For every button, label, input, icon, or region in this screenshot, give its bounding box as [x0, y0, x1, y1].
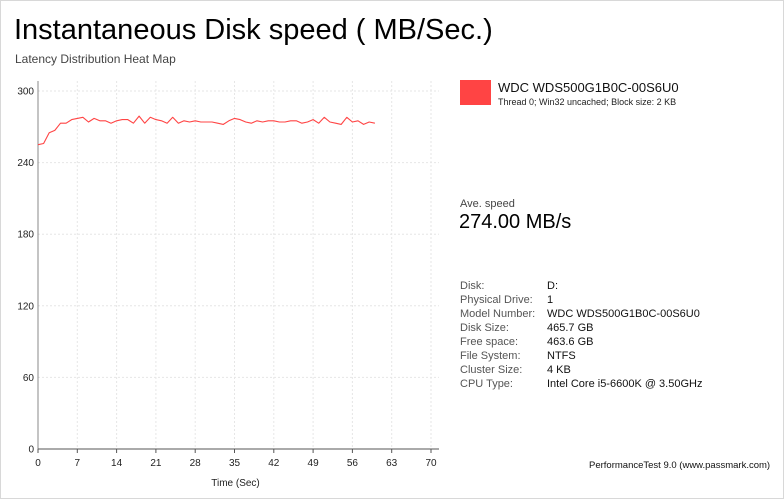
legend-series-name: WDC WDS500G1B0C-00S6U0 [498, 80, 679, 95]
info-label: CPU Type: [460, 378, 513, 390]
info-label: Physical Drive: [460, 294, 533, 306]
y-tick-label: 120 [17, 301, 34, 312]
x-tick-label: 7 [75, 458, 81, 469]
x-tick-label: 42 [268, 458, 280, 469]
y-tick-label: 0 [28, 445, 34, 456]
x-tick-label: 28 [190, 458, 202, 469]
page-title: Instantaneous Disk speed ( MB/Sec.) [14, 14, 493, 46]
disk-info-table: Disk: D: Physical Drive: 1 Model Number: WD… [460, 279, 702, 391]
info-row-disk: Disk: D: [460, 279, 702, 293]
average-speed-value: 274.00 MB/s [459, 211, 572, 233]
info-value: 465.7 GB [547, 322, 594, 334]
info-row-free-space: Free space: 463.6 GB [460, 335, 702, 349]
info-row-model-number: Model Number: WDC WDS500G1B0C-00S6U0 [460, 307, 702, 321]
series-line [37, 115, 376, 146]
info-value: 4 KB [547, 364, 571, 376]
series-group [37, 115, 376, 146]
x-axis-label: Time (Sec) [211, 478, 260, 489]
info-row-file-system: File System: NTFS [460, 349, 702, 363]
x-tick-label: 0 [35, 458, 41, 469]
info-value: NTFS [547, 350, 576, 362]
x-tick-label: 21 [150, 458, 162, 469]
grid-lines [37, 81, 439, 450]
footer-credit: PerformanceTest 9.0 (www.passmark.com) [589, 460, 771, 471]
x-tick-label: 63 [386, 458, 398, 469]
info-value: WDC WDS500G1B0C-00S6U0 [547, 308, 700, 320]
info-label: Model Number: [460, 308, 536, 320]
info-label: Disk Size: [460, 322, 509, 334]
x-tick-label: 14 [111, 458, 123, 469]
info-label: Disk: [460, 280, 485, 292]
info-row-cluster-size: Cluster Size: 4 KB [460, 363, 702, 377]
info-value: 463.6 GB [547, 336, 594, 348]
axes [37, 81, 439, 453]
y-tick-label: 60 [23, 373, 35, 384]
y-tick-label: 180 [17, 230, 34, 241]
y-tick-labels: 0 60 120 180 240 300 [17, 87, 34, 456]
page-subtitle: Latency Distribution Heat Map [15, 52, 176, 66]
average-speed-label: Ave. speed [460, 198, 515, 210]
info-value: Intel Core i5-6600K @ 3.50GHz [547, 378, 703, 390]
x-tick-label: 49 [308, 458, 320, 469]
x-tick-label: 56 [347, 458, 359, 469]
x-tick-label: 35 [229, 458, 241, 469]
info-label: Cluster Size: [460, 364, 523, 376]
legend-series-description: Thread 0; Win32 uncached; Block size: 2 … [498, 97, 677, 107]
info-row-disk-size: Disk Size: 465.7 GB [460, 321, 702, 335]
info-row-cpu-type: CPU Type: Intel Core i5-6600K @ 3.50GHz [460, 377, 702, 391]
info-label: File System: [460, 350, 521, 362]
y-tick-label: 240 [17, 158, 34, 169]
x-tick-label: 70 [425, 458, 437, 469]
x-tick-labels: 0 7 14 21 28 35 42 49 56 63 70 [35, 458, 437, 469]
y-tick-label: 300 [17, 87, 34, 98]
info-value: D: [547, 280, 558, 292]
info-label: Free space: [460, 336, 519, 348]
info-value: 1 [547, 294, 554, 306]
info-row-physical-drive: Physical Drive: 1 [460, 293, 702, 307]
legend-swatch [460, 80, 491, 105]
